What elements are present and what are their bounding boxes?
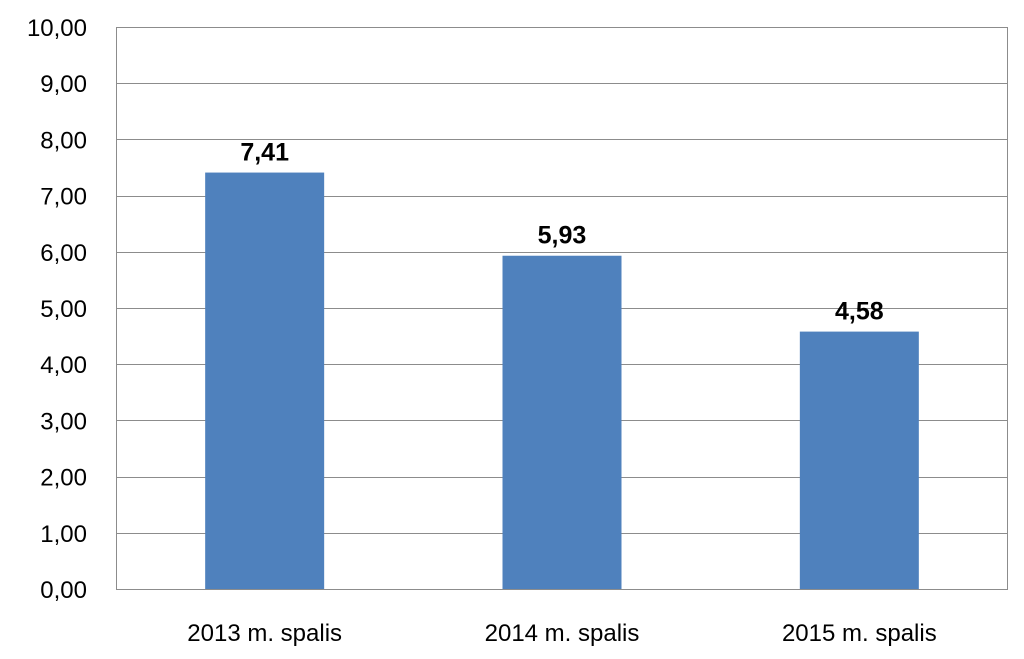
y-tick-label: 9,00 (40, 71, 87, 98)
y-tick-label: 5,00 (40, 296, 87, 323)
bars (205, 172, 919, 590)
bar (205, 172, 325, 590)
bar (502, 255, 622, 589)
bar (799, 331, 919, 589)
x-tick-label: 2014 m. spalis (485, 620, 640, 647)
y-tick-label: 2,00 (40, 465, 87, 492)
y-tick-label: 4,00 (40, 352, 87, 379)
y-axis-tick-labels: 0,00 1,00 2,00 3,00 4,00 5,00 6,00 7,00 8,00 9,00… (27, 15, 87, 604)
y-tick-label: 3,00 (40, 408, 87, 435)
data-label: 4,58 (835, 298, 884, 326)
data-label: 5,93 (538, 222, 587, 250)
x-tick-label: 2015 m. spalis (782, 620, 937, 647)
y-tick-label: 6,00 (40, 240, 87, 267)
y-tick-label: 0,00 (40, 577, 87, 604)
y-tick-label: 8,00 (40, 127, 87, 154)
x-tick-label: 2013 m. spalis (187, 620, 342, 647)
axes (116, 27, 1008, 589)
data-labels: 7,41 5,93 4,58 (240, 139, 883, 326)
y-tick-label: 10,00 (27, 15, 87, 42)
x-axis-tick-labels: 2013 m. spalis 2014 m. spalis 2015 m. spal… (187, 620, 936, 647)
y-tick-label: 7,00 (40, 184, 87, 211)
data-label: 7,41 (240, 139, 289, 167)
y-tick-label: 1,00 (40, 521, 87, 548)
